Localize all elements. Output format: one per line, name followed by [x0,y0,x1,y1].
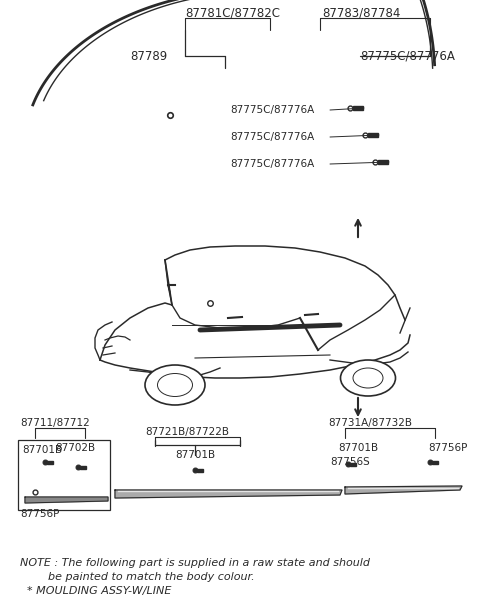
Ellipse shape [340,360,396,396]
Text: 87711/87712: 87711/87712 [20,418,90,428]
Bar [353,106,363,110]
Bar [18,440,110,510]
Text: 87731A/87732B: 87731A/87732B [328,418,412,428]
Ellipse shape [145,365,205,405]
Text: 87701B: 87701B [338,443,378,453]
Text: 87701B: 87701B [175,450,215,460]
Text: 87775C/87776A: 87775C/87776A [230,132,314,142]
Bar [350,463,356,466]
Bar [80,466,86,469]
Text: 87701B: 87701B [22,445,62,455]
Text: 87783/87784: 87783/87784 [322,7,400,19]
Bar [197,469,203,472]
Text: 87775C/87776A: 87775C/87776A [230,105,314,115]
Text: NOTE : The following part is supplied in a raw state and should
        be paint: NOTE : The following part is supplied in… [20,558,370,596]
Bar [368,133,378,137]
Bar [378,160,388,164]
Bar [432,461,438,464]
Ellipse shape [157,373,192,397]
Text: 87756P: 87756P [20,509,60,519]
Text: 87775C/87776A: 87775C/87776A [360,49,455,63]
Text: 87781C/87782C: 87781C/87782C [185,7,280,19]
Polygon shape [115,490,342,498]
Polygon shape [25,497,108,503]
Text: 87789: 87789 [130,49,167,63]
Text: 87756S: 87756S [330,457,370,467]
Bar [47,461,53,464]
Text: 87721B/87722B: 87721B/87722B [145,427,229,437]
Ellipse shape [353,368,383,388]
Text: 87775C/87776A: 87775C/87776A [230,159,314,169]
Polygon shape [345,486,462,494]
Text: 87756P: 87756P [428,443,468,453]
Text: 87702B: 87702B [55,443,95,453]
